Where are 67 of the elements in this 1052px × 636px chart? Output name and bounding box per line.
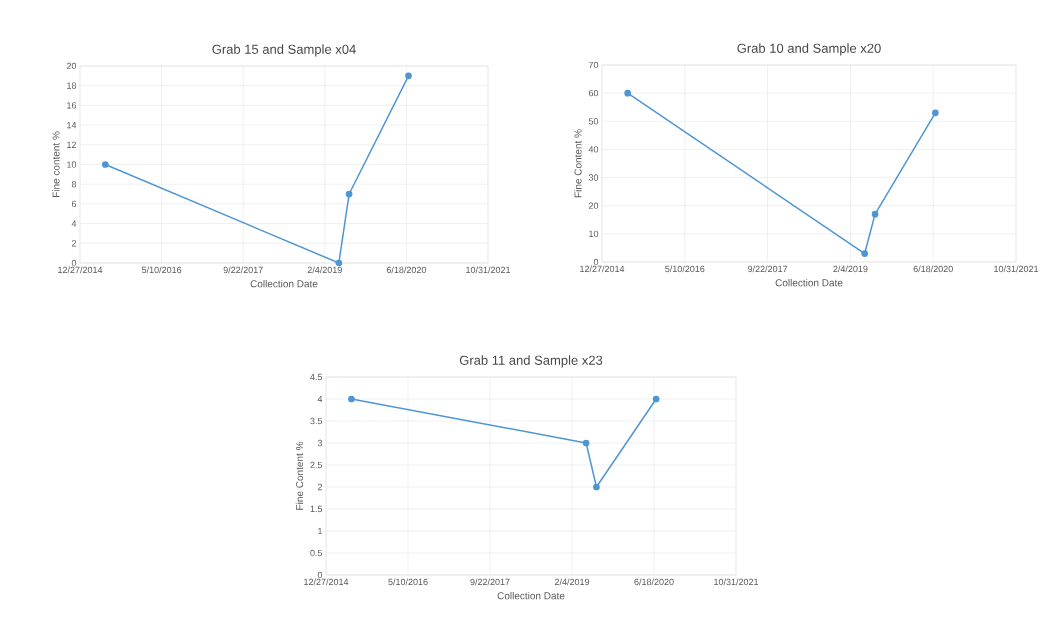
y-tick-label: 14	[67, 121, 77, 129]
y-tick-label: 4.5	[310, 373, 323, 381]
y-tick-label: 2	[71, 240, 77, 247]
x-tick-label: 2/4/2019	[833, 265, 868, 273]
x-tick-label: 12/27/2014	[580, 265, 625, 273]
point	[345, 190, 353, 198]
y-tick-label: 3.5	[310, 417, 323, 425]
y-tick-label: 20	[66, 62, 77, 70]
chart-title: Grab 10 and Sample x20	[737, 43, 881, 56]
point	[582, 439, 590, 447]
y-tick-label: 0	[593, 258, 599, 266]
point	[652, 395, 660, 403]
x-tick-label: 5/10/2016	[388, 578, 428, 586]
y-tick-label: 1.5	[310, 505, 323, 513]
y-tick-label: 40	[588, 146, 599, 153]
point	[405, 72, 412, 80]
x-tick-label: 12/27/2014	[58, 266, 103, 274]
y-tick-label: 50	[588, 118, 599, 125]
y-tick-label: 4	[71, 220, 77, 227]
x-tick-label: 9/22/2017	[748, 265, 788, 273]
y-tick-label: 2.5	[310, 461, 323, 469]
x-tick-label: 12/27/2014	[304, 578, 349, 586]
y-tick-label: 70	[588, 61, 599, 69]
y-tick-label: 0	[71, 259, 77, 267]
x-tick-label: 5/10/2016	[665, 265, 705, 273]
y-tick-label: 3	[317, 439, 323, 447]
y-tick-label: 6	[71, 200, 77, 208]
x-axis-title: Collection Date	[497, 591, 565, 600]
x-tick-label: 9/22/2017	[470, 578, 510, 586]
y-tick-label: 18	[67, 82, 77, 89]
chart-title: Grab 11 and Sample x23	[459, 355, 603, 368]
point	[871, 210, 879, 218]
x-axis-title: Collection Date	[775, 278, 843, 287]
x-tick-label: 6/18/2020	[913, 265, 953, 273]
y-tick-label: 1	[318, 527, 323, 535]
y-tick-label: 12	[67, 141, 77, 148]
x-tick-label: 9/22/2017	[223, 266, 263, 274]
point	[348, 395, 355, 403]
x-tick-label: 6/18/2020	[634, 578, 674, 586]
x-tick-label: 10/31/2021	[714, 578, 759, 586]
y-axis-title: Fine Content %	[295, 441, 304, 510]
y-axis-title: Fine Content %	[574, 129, 582, 198]
point	[624, 89, 632, 97]
x-tick-label: 6/18/2020	[386, 266, 427, 274]
point	[101, 161, 109, 168]
y-tick-label: 60	[588, 89, 599, 97]
x-tick-label: 2/4/2019	[554, 578, 590, 586]
chart-title: Grab 15 and Sample x04	[212, 44, 356, 57]
point	[861, 250, 868, 257]
x-tick-label: 10/31/2021	[466, 266, 511, 274]
y-tick-label: 10	[67, 161, 77, 168]
y-tick-label: 10	[589, 230, 599, 238]
point	[593, 483, 600, 491]
y-axis-title: Fine content %	[52, 131, 60, 198]
y-tick-label: 0	[317, 571, 323, 579]
y-tick-label: 4	[317, 395, 323, 403]
x-tick-label: 5/10/2016	[141, 266, 182, 274]
x-tick-label: 2/4/2019	[307, 266, 342, 274]
y-tick-label: 2	[317, 483, 323, 491]
y-tick-label: 20	[588, 202, 599, 209]
x-tick-label: 10/31/2021	[994, 265, 1039, 273]
y-tick-label: 30	[588, 174, 599, 181]
y-tick-label: 8	[71, 181, 77, 188]
point	[932, 109, 939, 117]
y-tick-label: 16	[67, 102, 77, 109]
x-axis-title: Collection Date	[250, 280, 318, 288]
y-tick-label: 0.5	[310, 549, 323, 557]
